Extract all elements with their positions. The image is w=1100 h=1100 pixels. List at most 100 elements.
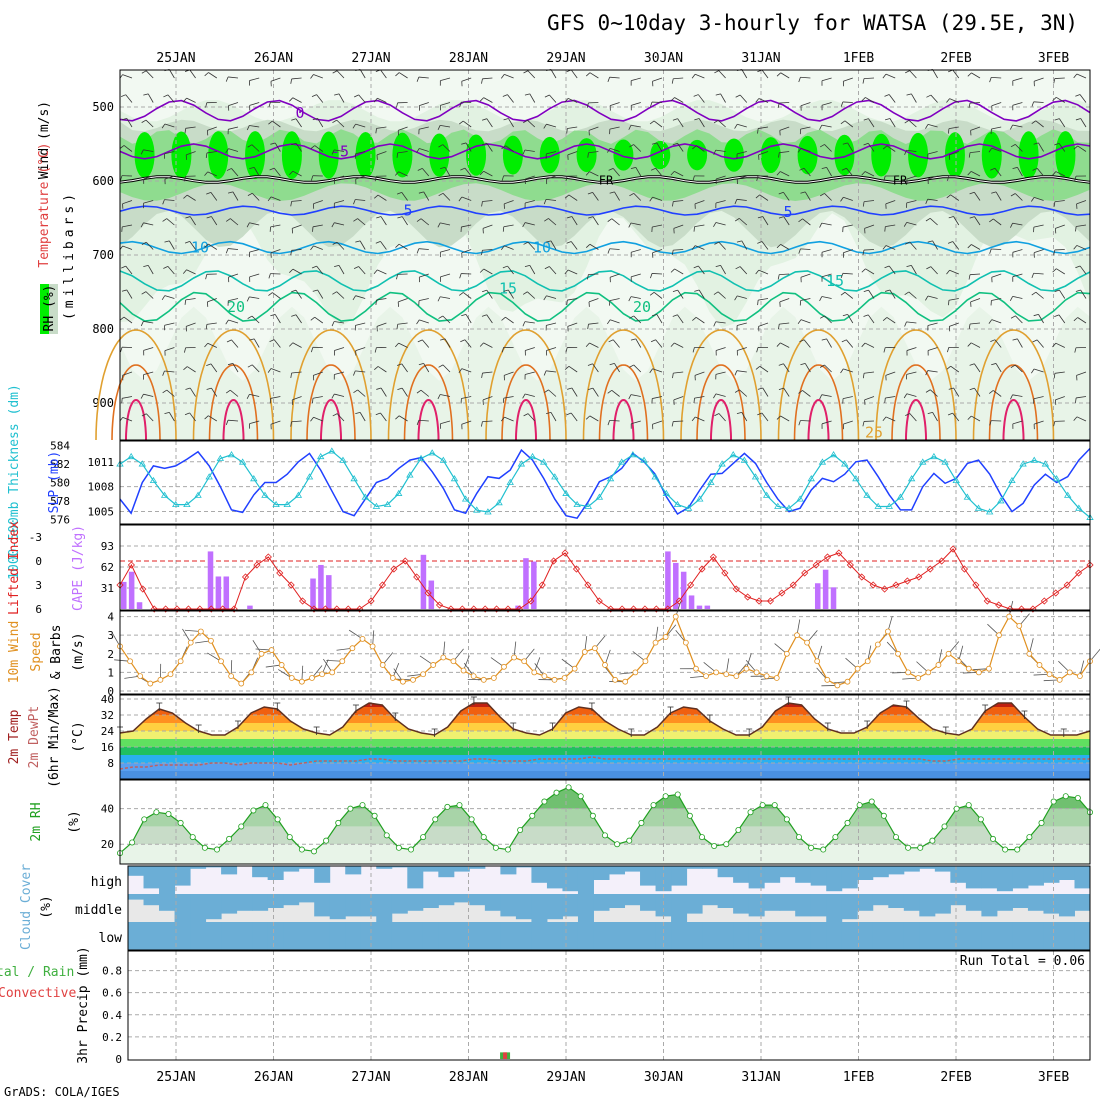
temp-band [120, 739, 1090, 747]
wind-barb-flag [1053, 421, 1056, 427]
wind-barb-flag [1010, 394, 1013, 400]
wind-barb-flag [162, 218, 167, 222]
wind-speed-point [602, 662, 608, 668]
wind-barb [1080, 289, 1087, 299]
wind-barb [885, 245, 896, 250]
wind-barb-flag [947, 347, 950, 353]
wind-barb [674, 342, 684, 348]
slp-tick: 1005 [88, 506, 115, 519]
rh-blob-95 [1055, 131, 1076, 180]
temp-contour-30 [696, 364, 746, 441]
wind-barb-flag [948, 387, 954, 390]
wind-barb [313, 416, 323, 422]
wind-barb-flag [587, 324, 589, 330]
wind-barb-flag [882, 73, 887, 79]
wind-barb-flag [289, 97, 294, 102]
wind-barb-flag [672, 289, 678, 293]
cloud-bar [717, 922, 734, 950]
rh-point [662, 793, 669, 800]
wind-barb-flag [778, 152, 780, 158]
wind-barb [507, 265, 514, 275]
wind-barb-flag [778, 191, 784, 195]
wind-barb-flag [991, 191, 997, 194]
cloud-bar [671, 922, 688, 950]
wind-barb [889, 289, 896, 299]
wind-barb [949, 151, 959, 156]
wind-barb-flag [629, 364, 634, 368]
wind-barb [334, 371, 345, 375]
li-point [629, 605, 638, 613]
wind-barb-flag [184, 241, 190, 244]
wind-barb [1055, 171, 1065, 177]
wind-barb [673, 249, 684, 251]
li-point [766, 597, 775, 605]
wind-barb-flag [713, 321, 717, 327]
wind-speed-point [309, 675, 315, 681]
wind-barb [208, 415, 218, 422]
wind-barb [527, 241, 536, 250]
wind-barb [953, 216, 960, 226]
wind-barb-flag [523, 241, 529, 245]
wind-barb [970, 151, 981, 153]
wind-barb-flag [587, 152, 589, 158]
wind-barb-flag [1075, 118, 1081, 121]
wind-barb [592, 216, 599, 226]
wind-barb-flag [863, 118, 869, 121]
wind-barb [779, 273, 790, 275]
wind-barb-flag [882, 145, 888, 150]
wind-barb [312, 396, 323, 399]
wind-barb [1055, 224, 1065, 229]
cloud-bar [764, 922, 781, 950]
temp-contour-25 [582, 329, 665, 441]
cloud-bar [888, 866, 905, 875]
wind-barb-flag [755, 194, 761, 199]
wind-barb [504, 371, 514, 376]
wind-barb-flag [225, 76, 229, 82]
wind-speed-point [238, 680, 245, 687]
wind-barb-flag [291, 314, 297, 317]
wind-barb-flag [331, 149, 335, 155]
wind-barb [971, 244, 981, 250]
wind-speed-point [228, 673, 235, 680]
wind-barb [463, 292, 472, 299]
wind-barb [1033, 249, 1044, 254]
date-label-top: 2FEB [940, 51, 971, 66]
wind-barb [482, 200, 493, 202]
wind-barb-flag [225, 148, 229, 154]
cloud-bar [221, 922, 238, 950]
wind-barb [821, 124, 832, 128]
wind-speed-point [541, 673, 548, 680]
precip-ylabel-b: Convective [0, 986, 76, 1001]
wind-barb-flag [1010, 193, 1016, 197]
wind-barb [422, 168, 430, 177]
temp2m-ylabel-b: 2m DewPt [27, 706, 42, 769]
wind-barb-flag [629, 315, 634, 319]
wind-barb-flag [968, 323, 971, 329]
cloud-bar [826, 922, 843, 950]
wind-barb [570, 241, 578, 250]
cloud-bar [609, 922, 626, 950]
wind-barb [651, 273, 663, 275]
temp-contour-30 [891, 364, 941, 441]
wind-barb [440, 124, 451, 128]
thickness-point [250, 475, 258, 482]
cloud-bar [174, 894, 191, 922]
wind-barb-flag [1052, 171, 1057, 176]
wind-barb-flag [756, 175, 759, 181]
wind-barb-flag [927, 240, 933, 243]
wind-barb [249, 420, 260, 425]
wind-speed-point [662, 634, 669, 640]
li-point [253, 561, 261, 569]
wind-barb [334, 393, 345, 397]
slp-tick: 1011 [88, 456, 115, 469]
cloud-bar [143, 894, 160, 906]
contour-label: 15 [826, 272, 844, 290]
wind-barb [652, 420, 663, 425]
rh-point [383, 832, 390, 839]
thickness-point [774, 502, 782, 509]
temp-contour-25 [680, 329, 762, 441]
wind-barb-flag [352, 123, 356, 129]
temp-band [120, 707, 1090, 715]
wind-barb [210, 192, 218, 201]
